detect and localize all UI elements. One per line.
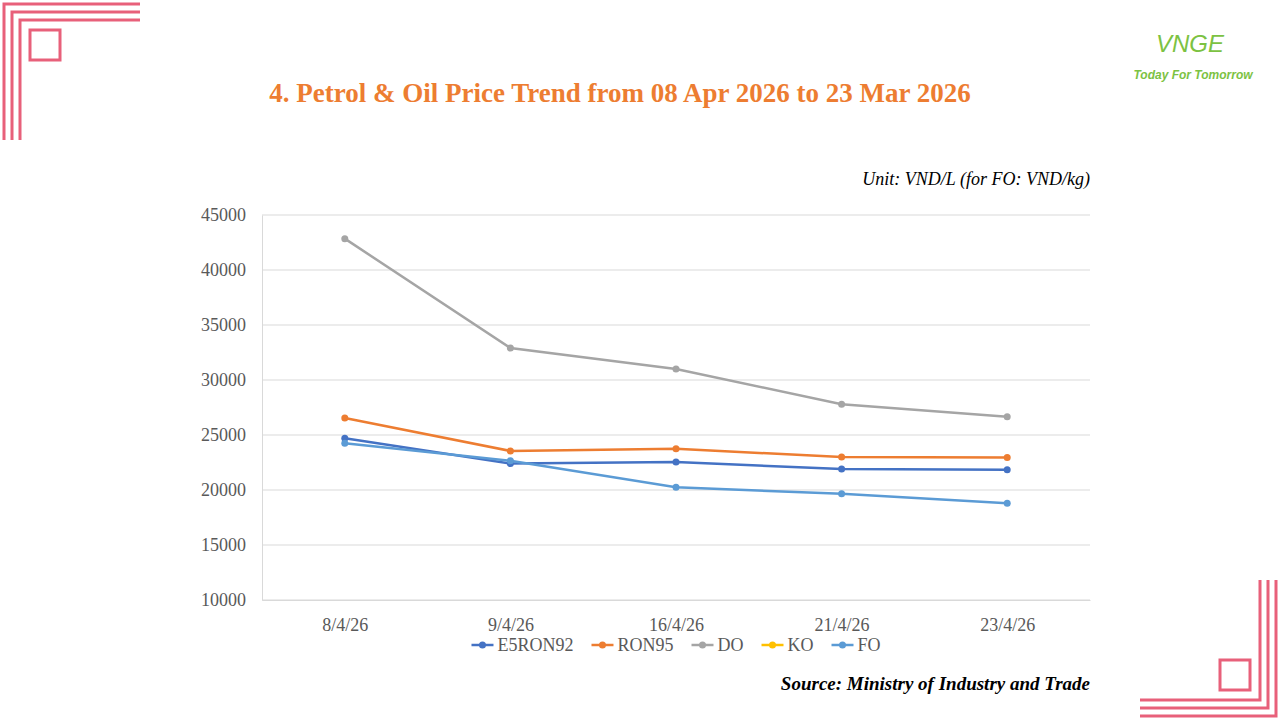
legend: E5RON92 RON95 DO KO FO [471,635,880,655]
legend-label: E5RON92 [497,635,573,655]
y-tick: 10000 [201,590,262,610]
x-tick: 16/4/26 [649,600,704,635]
corner-ornament [1140,580,1276,716]
series-point [1004,454,1011,461]
y-tick: 35000 [201,315,262,335]
series-point [838,401,845,408]
corner-ornament [1220,660,1250,690]
series-point [507,457,514,464]
legend-item: E5RON92 [471,635,573,655]
y-axis-line [262,216,263,601]
y-tick-label: 25000 [201,425,246,445]
grid-line [262,215,1090,216]
x-tick-label: 21/4/26 [815,615,870,635]
legend-item: FO [832,635,881,655]
series-line [345,443,1007,503]
legend-label: KO [788,635,814,655]
legend-marker [699,642,706,649]
y-tick-label: 40000 [201,260,246,280]
y-tick-label: 45000 [201,205,246,225]
plot-area [341,235,1010,507]
series-point [838,454,845,461]
y-tick: 20000 [201,480,262,500]
corner-ornament [30,30,60,60]
grid-line [262,380,1090,381]
logo-text: VNGE [1156,30,1225,57]
series-point [341,440,348,447]
unit-note: Unit: VND/L (for FO: VND/kg) [862,169,1090,190]
corner-ornament [1140,580,1260,700]
title: 4. Petrol & Oil Price Trend from 08 Apr … [269,78,970,108]
y-tick-label: 20000 [201,480,246,500]
grid-line [262,600,1090,601]
series-point [673,366,680,373]
series-line [345,418,1007,458]
y-tick: 15000 [201,535,262,555]
corner-ornament [20,20,140,140]
grid-line [262,270,1090,271]
series-point [341,235,348,242]
x-tick-label: 8/4/26 [322,615,368,635]
series-point [673,484,680,491]
y-tick-label: 10000 [201,590,246,610]
logo-tagline: Today For Tomorrow [1133,68,1253,82]
legend-marker [599,642,606,649]
y-tick: 30000 [201,370,262,390]
x-tick: 21/4/26 [815,600,870,635]
legend-marker [769,642,776,649]
corner-ornament [4,4,140,140]
x-tick: 23/4/26 [980,600,1035,635]
decoration [4,4,1276,716]
series-point [341,414,348,421]
legend-marker [839,642,846,649]
y-tick-label: 15000 [201,535,246,555]
x-axis: 8/4/26 9/4/26 16/4/26 21/4/26 23/4/26 [263,600,1091,635]
x-axis-line [263,600,1091,601]
legend-label: DO [718,635,744,655]
grid-line [262,325,1090,326]
grid-line [262,545,1090,546]
y-tick-label: 30000 [201,370,246,390]
x-tick: 9/4/26 [488,600,534,635]
series-line [345,239,1007,417]
y-tick: 45000 [201,205,262,225]
series-point [1004,413,1011,420]
legend-label: RON95 [617,635,673,655]
series-point [1004,466,1011,473]
x-tick-label: 23/4/26 [980,615,1035,635]
legend-item: RON95 [591,635,673,655]
grid-line [262,435,1090,436]
legend-marker [479,642,486,649]
series-point [1004,500,1011,507]
series-point [673,445,680,452]
corner-ornament [1140,580,1268,708]
legend-label: FO [858,635,881,655]
corner-ornament [12,12,140,140]
source-note: Source: Ministry of Industry and Trade [781,673,1091,694]
y-tick: 40000 [201,260,262,280]
series-point [507,345,514,352]
x-tick-label: 9/4/26 [488,615,534,635]
legend-item: DO [692,635,744,655]
chart: 4. Petrol & Oil Price Trend from 08 Apr … [0,0,1280,720]
series-point [673,458,680,465]
grid [262,215,1090,600]
y-tick: 25000 [201,425,262,445]
series-point [838,466,845,473]
y-tick-label: 35000 [201,315,246,335]
x-tick-label: 16/4/26 [649,615,704,635]
series-point [507,447,514,454]
series-point [838,490,845,497]
legend-item: KO [762,635,814,655]
x-tick: 8/4/26 [322,600,368,635]
y-axis: 10000 15000 20000 25000 30000 35000 40000 45000 [201,205,263,610]
